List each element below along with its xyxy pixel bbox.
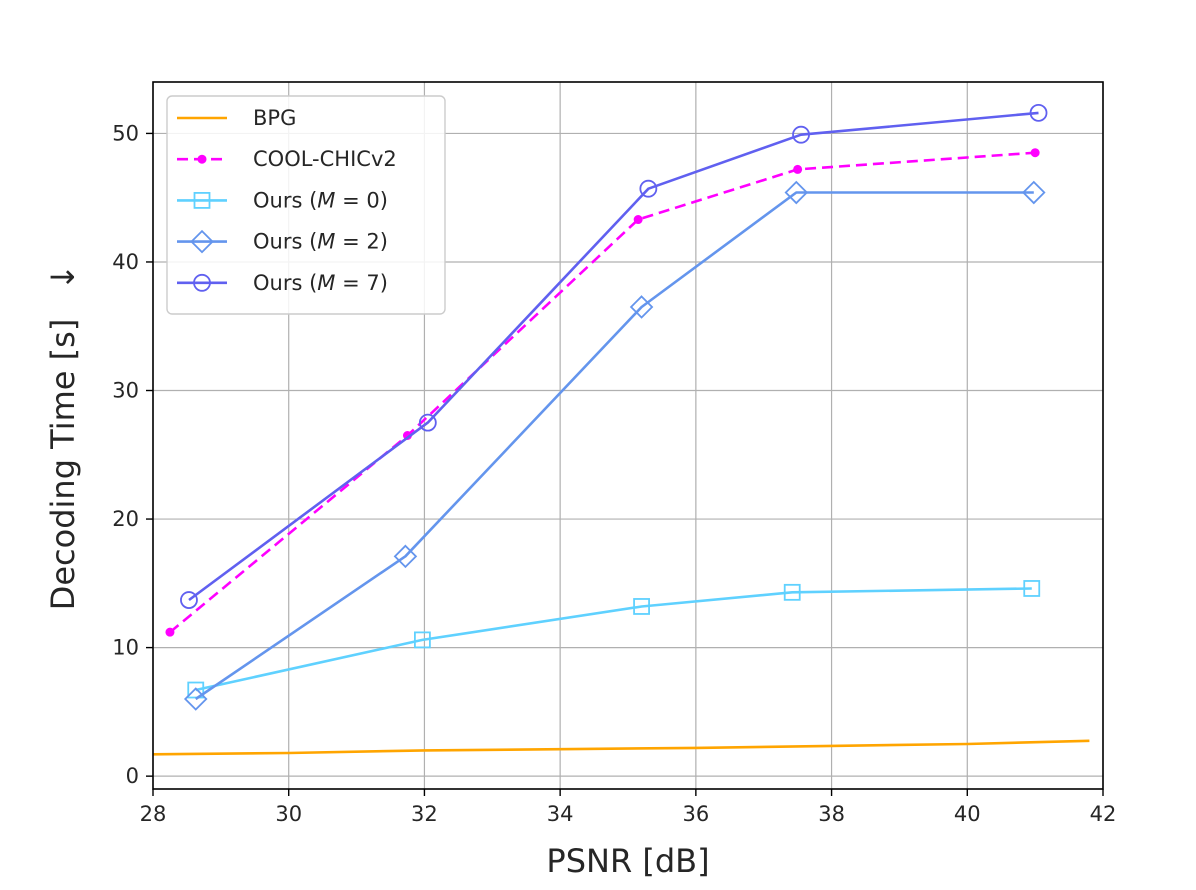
data-point-marker bbox=[1022, 180, 1046, 205]
data-point-marker bbox=[633, 598, 650, 615]
data-point-marker bbox=[165, 627, 175, 637]
y-tick-label: 40 bbox=[112, 250, 139, 274]
y-tick-label: 20 bbox=[112, 507, 139, 531]
data-point-marker bbox=[784, 180, 809, 205]
data-point-marker bbox=[183, 687, 208, 711]
data-point-marker bbox=[793, 164, 803, 174]
y-tick-label: 50 bbox=[112, 121, 139, 145]
grid bbox=[152, 82, 1104, 789]
series-line bbox=[152, 739, 1090, 756]
data-point-marker bbox=[633, 215, 643, 225]
y-tick-label: 10 bbox=[112, 636, 139, 660]
legend-label-part: Ours ( bbox=[253, 188, 317, 212]
legend-entry: Ours (M = 2) bbox=[177, 230, 388, 254]
x-tick-label: 28 bbox=[140, 802, 167, 826]
data-point-marker bbox=[180, 591, 198, 609]
data-point-marker bbox=[629, 295, 654, 319]
series-3 bbox=[183, 180, 1046, 711]
x-tick-label: 30 bbox=[275, 802, 302, 826]
y-tick-label: 30 bbox=[112, 379, 139, 403]
series-1 bbox=[165, 148, 1040, 637]
axis-ticks: 28 30 32 34 36 38 40 42 0 10 20 30 40 50 bbox=[112, 121, 1116, 826]
legend-entry: Ours (M = 7) bbox=[177, 271, 388, 295]
series-line bbox=[194, 191, 1034, 701]
data-point-marker bbox=[393, 544, 418, 569]
legend-label-part: M bbox=[317, 271, 335, 295]
data-point-marker bbox=[1030, 148, 1040, 158]
x-tick-label: 34 bbox=[547, 802, 574, 826]
legend-label: Ours (M = 7) bbox=[253, 271, 388, 295]
series-line bbox=[169, 151, 1036, 634]
x-tick-label: 38 bbox=[818, 802, 845, 826]
y-axis-arrow: ↓ bbox=[44, 264, 82, 291]
legend-label: COOL-CHICv2 bbox=[253, 147, 397, 171]
legend-swatch-marker bbox=[193, 191, 211, 209]
data-point-marker bbox=[792, 125, 810, 144]
legend-label: Ours (M = 0) bbox=[253, 188, 388, 212]
legend-entry: BPG bbox=[177, 106, 296, 130]
data-point-marker bbox=[402, 431, 412, 440]
series-line bbox=[188, 111, 1039, 602]
legend-swatch-marker bbox=[197, 154, 207, 164]
data-point-marker bbox=[418, 413, 437, 432]
legend-label-part: = 2) bbox=[335, 230, 388, 254]
svg-text:Decoding Time [s] ↓: Decoding Time [s] ↓ bbox=[44, 264, 82, 611]
legend-label-part: M bbox=[317, 188, 335, 212]
x-axis-title: PSNR [dB] bbox=[546, 842, 709, 880]
x-tick-label: 32 bbox=[411, 802, 438, 826]
y-axis-title-group: Decoding Time [s] ↓ bbox=[44, 264, 82, 611]
series-4 bbox=[180, 103, 1048, 609]
legend-label-part: = 0) bbox=[335, 188, 388, 212]
series-0 bbox=[152, 739, 1090, 756]
y-axis-title: Decoding Time [s] bbox=[44, 319, 82, 611]
legend-label: BPG bbox=[253, 106, 296, 130]
series-line bbox=[195, 587, 1032, 692]
data-point-marker bbox=[639, 179, 658, 198]
x-tick-label: 42 bbox=[1090, 802, 1117, 826]
y-tick-label: 0 bbox=[126, 764, 139, 788]
legend-label-part: = 7) bbox=[335, 271, 388, 295]
legend-box bbox=[166, 95, 446, 315]
legend-swatch-marker bbox=[193, 273, 211, 292]
data-point-marker bbox=[413, 631, 431, 649]
legend-label-part: COOL-CHICv2 bbox=[253, 147, 397, 171]
legend-label-part: Ours ( bbox=[253, 230, 317, 254]
x-tick-label: 36 bbox=[682, 802, 709, 826]
legend-entry: COOL-CHICv2 bbox=[177, 147, 397, 171]
plot-frame bbox=[152, 81, 1104, 790]
legend-entry: Ours (M = 0) bbox=[177, 188, 388, 212]
legend-swatch-marker bbox=[190, 229, 214, 254]
data-point-marker bbox=[783, 583, 801, 601]
series-2 bbox=[187, 580, 1041, 699]
legend-label-part: M bbox=[317, 230, 335, 254]
x-tick-label: 40 bbox=[954, 802, 981, 826]
legend-label-part: BPG bbox=[253, 106, 296, 130]
plot-series bbox=[152, 103, 1090, 756]
data-point-marker bbox=[1023, 580, 1041, 597]
legend-label-part: Ours ( bbox=[253, 271, 317, 295]
legend-label: Ours (M = 2) bbox=[253, 230, 388, 254]
data-point-marker bbox=[1029, 103, 1048, 122]
